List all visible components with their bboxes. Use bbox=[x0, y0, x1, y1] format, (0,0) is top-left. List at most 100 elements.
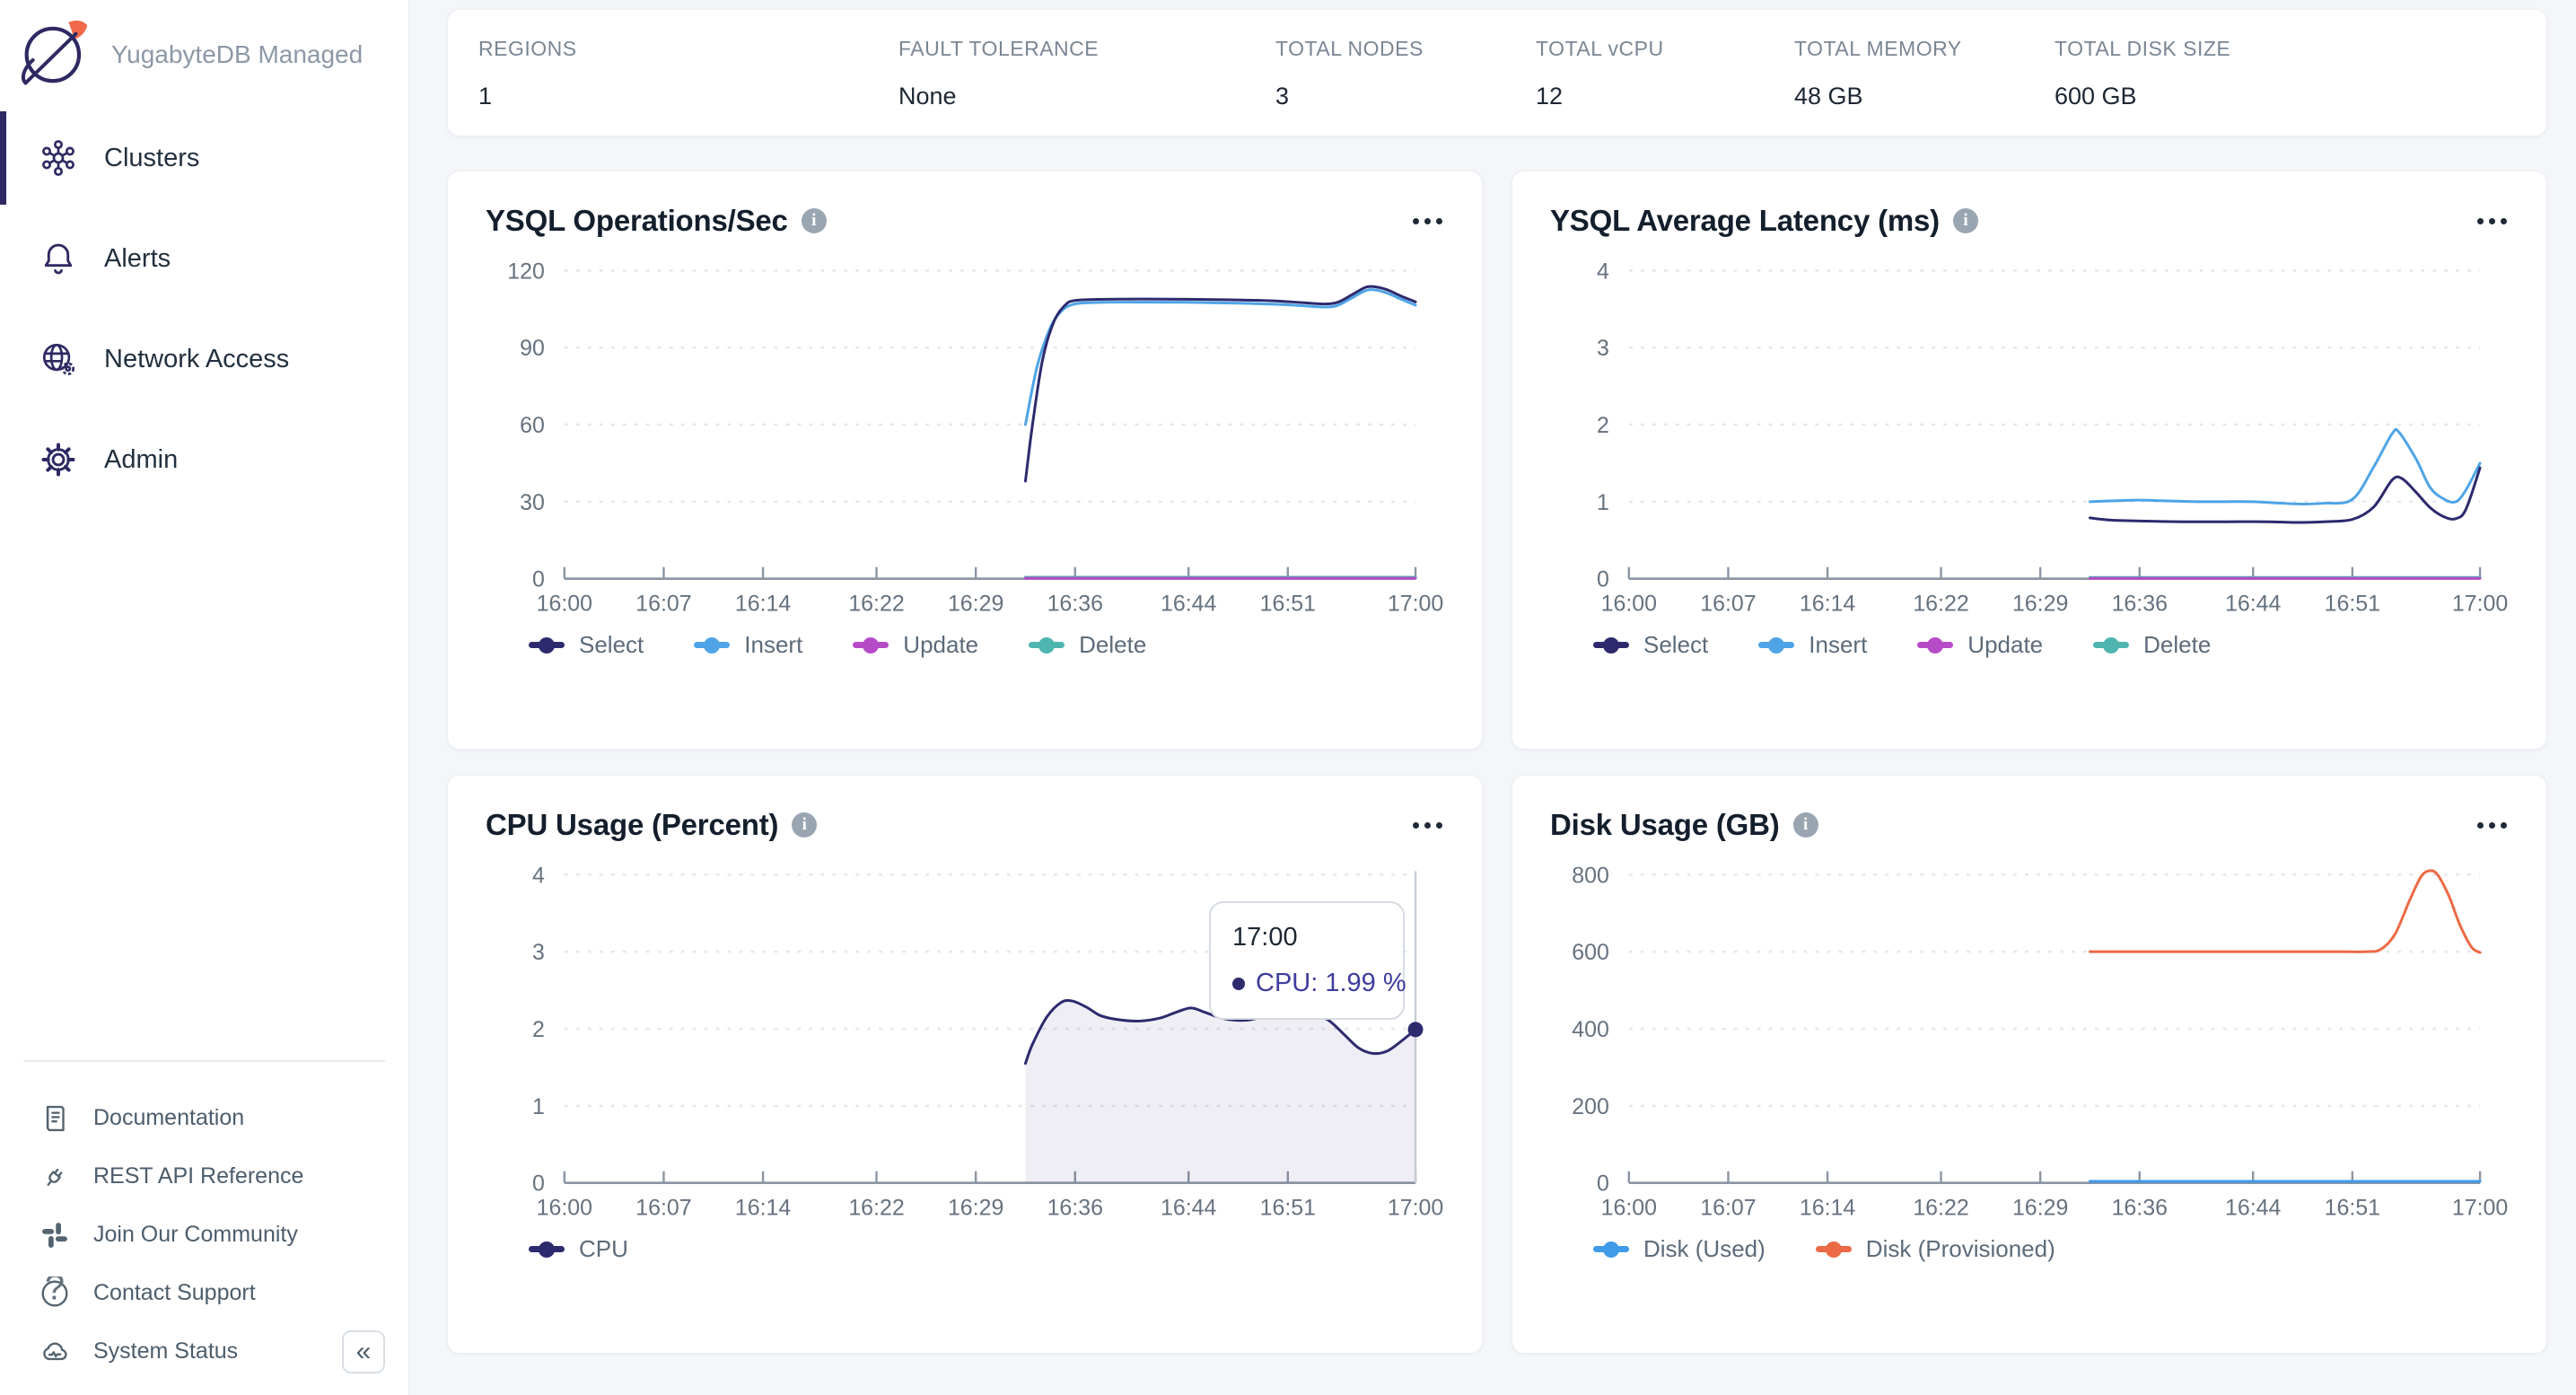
x-axis-tick-label: 16:44 bbox=[2225, 592, 2282, 617]
sidebar-footer-item-label: Join Our Community bbox=[93, 1222, 298, 1247]
sidebar-footer-item-documentation[interactable]: Documentation bbox=[0, 1089, 408, 1147]
y-axis-tick-label: 1 bbox=[1597, 490, 1609, 515]
sidebar-item-network-access[interactable]: Network Access bbox=[0, 309, 408, 409]
legend-series-marker-icon bbox=[529, 636, 565, 654]
chart-plot[interactable]: 0 200 400 600 800 16:00 16:07 16:14 16:22 16:29 16… bbox=[1550, 853, 2509, 1223]
x-axis-tick-label: 17:00 bbox=[2452, 1196, 2508, 1221]
x-axis-tick-label: 16:51 bbox=[1260, 1196, 1316, 1221]
chart-card-cpu-usage-percent: CPU Usage (Percent) i 0 1 2 3 4 16:00 16:07 16:… bbox=[447, 775, 1483, 1354]
y-axis-tick-label: 1 bbox=[532, 1094, 545, 1119]
sidebar-footer: Documentation REST API Reference Join Ou… bbox=[0, 1060, 408, 1395]
info-icon[interactable]: i bbox=[801, 208, 827, 233]
summary-stat: TOTAL DISK SIZE 600 GB bbox=[2055, 10, 2516, 136]
sidebar-divider bbox=[23, 1060, 385, 1062]
legend-series-marker-icon bbox=[529, 1241, 565, 1258]
series-area-CPU bbox=[1025, 1000, 1416, 1183]
summary-stat-label: REGIONS bbox=[478, 37, 577, 60]
chart-plot[interactable]: 0 30 60 90 120 16:00 16:07 16:14 16:22 16:29 16:36… bbox=[486, 249, 1444, 619]
legend-item-delete[interactable]: Delete bbox=[2093, 631, 2211, 659]
admin-gear-icon bbox=[38, 439, 79, 480]
legend-item-disk-provisioned[interactable]: Disk (Provisioned) bbox=[1815, 1235, 2055, 1263]
legend-series-marker-icon bbox=[1593, 1241, 1629, 1258]
brand-name: YugabyteDB Managed bbox=[111, 40, 364, 68]
legend-item-select[interactable]: Select bbox=[1593, 631, 1708, 659]
series-line-Select bbox=[2088, 466, 2482, 524]
network-access-icon bbox=[38, 338, 79, 380]
legend-item-insert[interactable]: Insert bbox=[694, 631, 802, 659]
ellipsis-menu-icon[interactable] bbox=[1411, 815, 1444, 836]
legend-series-marker-icon bbox=[1917, 636, 1954, 654]
legend-series-marker-icon bbox=[2093, 636, 2130, 654]
x-axis-tick-label: 17:00 bbox=[1388, 1196, 1443, 1221]
summary-stat-label: FAULT TOLERANCE bbox=[898, 37, 1100, 60]
series-line-Insert bbox=[1023, 288, 1417, 426]
legend-item-insert[interactable]: Insert bbox=[1758, 631, 1867, 659]
chart-plot[interactable]: 0 1 2 3 4 16:00 16:07 16:14 16:22 16:29 16:36 16:44… bbox=[486, 853, 1444, 1223]
x-axis-tick-label: 16:36 bbox=[1047, 1196, 1103, 1221]
summary-stat: FAULT TOLERANCE None bbox=[898, 10, 1275, 136]
svg-text:?: ? bbox=[45, 1277, 65, 1307]
sidebar-footer-item-system-status[interactable]: System Status bbox=[0, 1322, 408, 1381]
legend-series-marker-icon bbox=[1758, 636, 1795, 654]
sidebar-collapse-button[interactable]: « bbox=[342, 1330, 385, 1373]
chart-plot-area: 0 200 400 600 800 16:00 16:07 16:14 16:22 16:29 16… bbox=[1550, 853, 2509, 1223]
chart-legend: Select Insert Update Delete bbox=[486, 631, 1444, 659]
sidebar-footer-item-rest-api-reference[interactable]: REST API Reference bbox=[0, 1147, 408, 1206]
info-icon[interactable]: i bbox=[1792, 812, 1818, 838]
documentation-icon bbox=[38, 1101, 72, 1136]
sidebar-item-admin[interactable]: Admin bbox=[0, 409, 408, 510]
legend-label: Update bbox=[1967, 631, 2044, 658]
summary-stat-value: 48 GB bbox=[1794, 83, 1863, 110]
sidebar-item-clusters[interactable]: Clusters bbox=[0, 108, 408, 208]
hover-point-marker bbox=[1407, 1022, 1424, 1038]
legend-item-cpu[interactable]: CPU bbox=[529, 1235, 628, 1263]
y-axis-tick-label: 4 bbox=[532, 863, 545, 888]
x-axis-tick-label: 16:44 bbox=[2225, 1196, 2282, 1221]
summary-stat-value: 12 bbox=[1536, 83, 1564, 110]
y-axis-tick-label: 800 bbox=[1572, 863, 1609, 888]
x-axis-tick-label: 16:07 bbox=[635, 1196, 691, 1221]
legend-label: Delete bbox=[2143, 631, 2212, 658]
legend-series-marker-icon bbox=[1593, 636, 1629, 654]
chart-title: Disk Usage (GB) bbox=[1550, 808, 1780, 841]
summary-stat: TOTAL MEMORY 48 GB bbox=[1794, 10, 2055, 136]
ellipsis-menu-icon[interactable] bbox=[2475, 211, 2509, 232]
sidebar-footer-item-join-our-community[interactable]: Join Our Community bbox=[0, 1206, 408, 1264]
legend-item-update[interactable]: Update bbox=[1917, 631, 2043, 659]
legend-item-disk-used[interactable]: Disk (Used) bbox=[1593, 1235, 1766, 1263]
slack-community-icon bbox=[38, 1218, 72, 1252]
ellipsis-menu-icon[interactable] bbox=[1411, 211, 1444, 232]
x-axis-tick-label: 16:36 bbox=[2112, 592, 2168, 617]
chart-title: YSQL Average Latency (ms) bbox=[1550, 204, 1940, 237]
legend-series-marker-icon bbox=[853, 636, 889, 654]
x-axis-tick-label: 16:36 bbox=[2112, 1196, 2168, 1221]
alerts-bell-icon bbox=[38, 238, 79, 279]
legend-label: Select bbox=[579, 631, 644, 658]
sidebar-footer-item-label: REST API Reference bbox=[93, 1163, 304, 1189]
legend-item-select[interactable]: Select bbox=[529, 631, 644, 659]
y-axis-tick-label: 0 bbox=[1597, 567, 1609, 592]
brand-row[interactable]: YugabyteDB Managed bbox=[0, 0, 408, 95]
x-axis-tick-label: 16:29 bbox=[948, 592, 1003, 617]
legend-item-delete[interactable]: Delete bbox=[1029, 631, 1146, 659]
tooltip-series-dot-icon bbox=[1232, 977, 1245, 990]
chart-legend: CPU bbox=[486, 1235, 1444, 1263]
sidebar-item-label: Alerts bbox=[104, 243, 171, 273]
chart-plot[interactable]: 0 1 2 3 4 16:00 16:07 16:14 16:22 16:29 16:36 16:44… bbox=[1550, 249, 2509, 619]
info-icon[interactable]: i bbox=[1952, 208, 1978, 233]
chart-card-disk-usage-gb: Disk Usage (GB) i 0 200 400 600 800 16:00 16:0… bbox=[1511, 775, 2547, 1354]
info-icon[interactable]: i bbox=[792, 812, 818, 838]
contact-support-icon: ? bbox=[38, 1277, 72, 1311]
tooltip-time: 17:00 bbox=[1232, 923, 1298, 952]
series-line-Disk (Provisioned) bbox=[2088, 869, 2482, 954]
x-axis-tick-label: 16:51 bbox=[1260, 592, 1316, 617]
x-axis-tick-label: 16:00 bbox=[537, 592, 592, 617]
ellipsis-menu-icon[interactable] bbox=[2475, 815, 2509, 836]
legend-item-update[interactable]: Update bbox=[853, 631, 978, 659]
rest-api-icon bbox=[38, 1160, 72, 1194]
x-axis-tick-label: 16:14 bbox=[735, 1196, 792, 1221]
series-line-Select bbox=[1023, 285, 1417, 483]
summary-stat-label: TOTAL DISK SIZE bbox=[2055, 37, 2231, 60]
sidebar-item-alerts[interactable]: Alerts bbox=[0, 208, 408, 309]
sidebar-footer-item-contact-support[interactable]: ? Contact Support bbox=[0, 1264, 408, 1322]
